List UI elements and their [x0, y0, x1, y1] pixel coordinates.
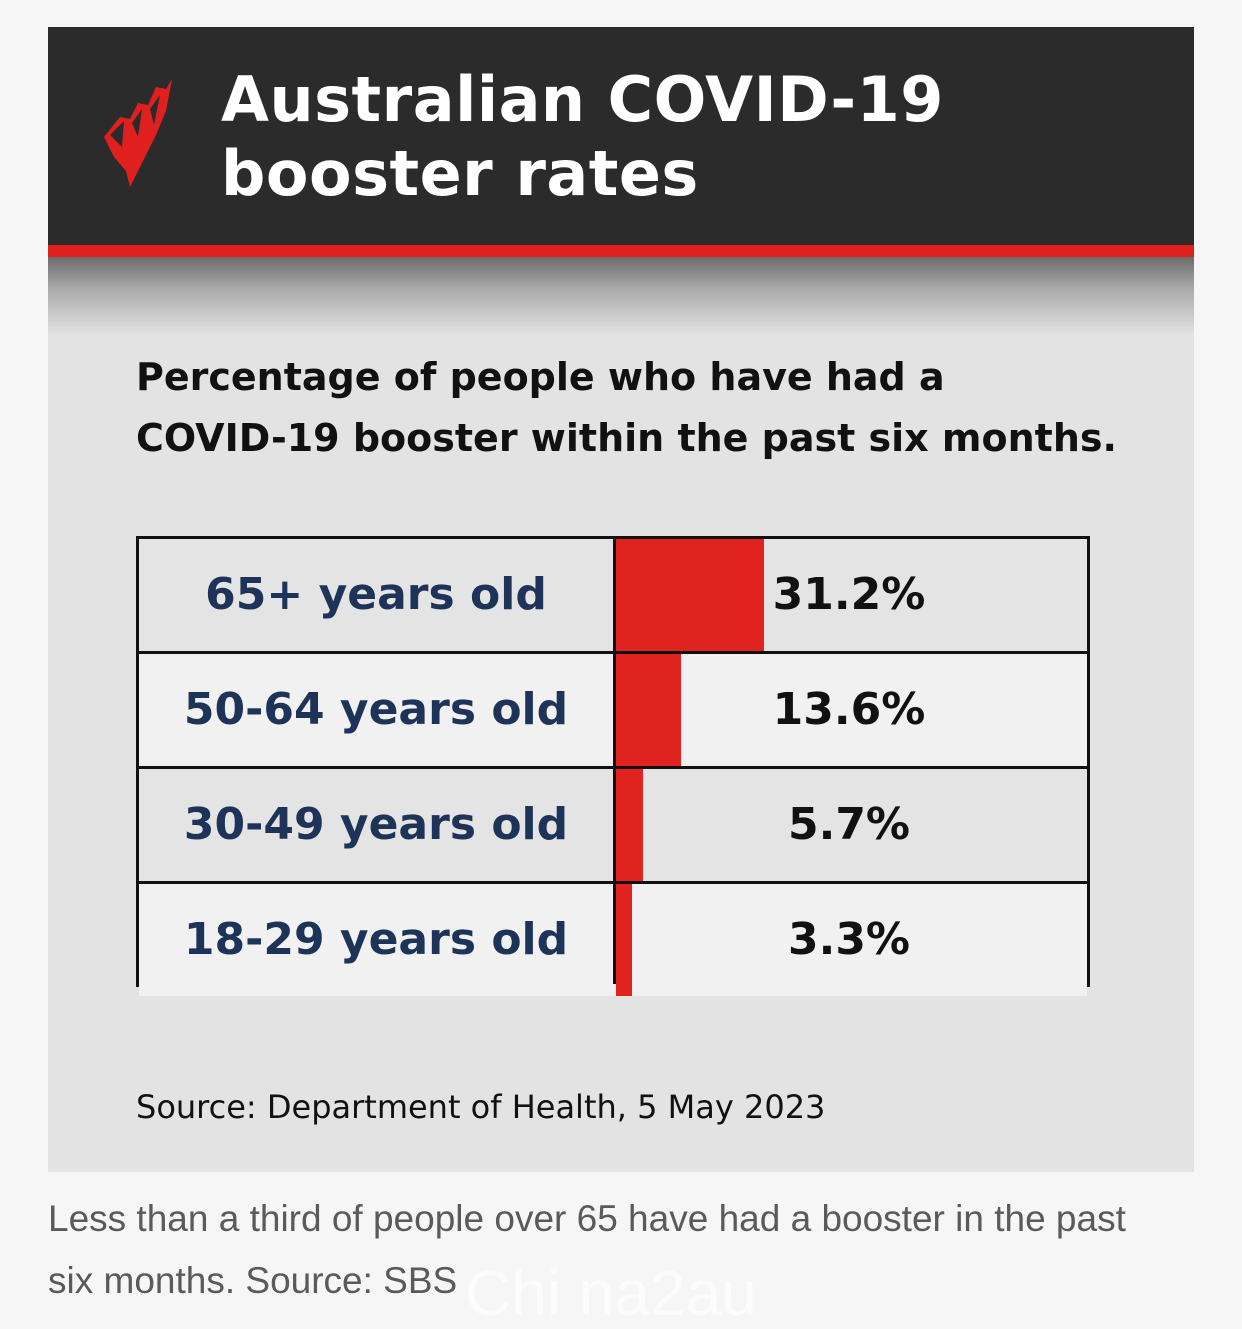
- title-line-1: Australian COVID-19: [221, 63, 944, 136]
- value-label: 13.6%: [772, 684, 926, 735]
- row-label: 50-64 years old: [183, 684, 569, 735]
- watermark: Chi na2au: [465, 1257, 757, 1329]
- subtitle-line-2: COVID-19 booster within the past six mon…: [136, 416, 1117, 460]
- value-label: 31.2%: [772, 569, 926, 620]
- value-label: 5.7%: [787, 799, 911, 850]
- row-label: 65+ years old: [205, 569, 547, 620]
- column-divider: [613, 539, 616, 984]
- value-label: 3.3%: [787, 914, 911, 965]
- value-bar: [616, 884, 632, 996]
- caption-line-2: six months. Source: SBS: [48, 1260, 458, 1301]
- sbs-logo-icon: [104, 79, 172, 187]
- subtitle-line-1: Percentage of people who have had a: [136, 355, 945, 399]
- infographic-card: Australian COVID-19 booster rates Percen…: [48, 27, 1194, 1172]
- title-line-2: booster rates: [221, 137, 699, 210]
- row-label: 30-49 years old: [183, 799, 569, 850]
- caption-line-1: Less than a third of people over 65 have…: [48, 1198, 1126, 1239]
- chart-source: Source: Department of Health, 5 May 2023: [136, 1088, 826, 1126]
- chart-subtitle: Percentage of people who have had a COVI…: [136, 347, 1136, 469]
- header-accent-stripe: [48, 245, 1194, 257]
- value-bar: [616, 769, 644, 881]
- value-bar: [616, 654, 681, 766]
- row-label: 18-29 years old: [183, 914, 569, 965]
- booster-rate-table: 65+ years old 31.2% 50-64 years old 13.6% 30…: [136, 536, 1090, 996]
- value-bar: [616, 539, 764, 651]
- page-title: Australian COVID-19 booster rates: [221, 63, 1121, 211]
- image-caption: Less than a third of people over 65 have…: [48, 1188, 1198, 1312]
- header-shadow: [48, 257, 1194, 335]
- infographic-header: Australian COVID-19 booster rates: [48, 27, 1194, 245]
